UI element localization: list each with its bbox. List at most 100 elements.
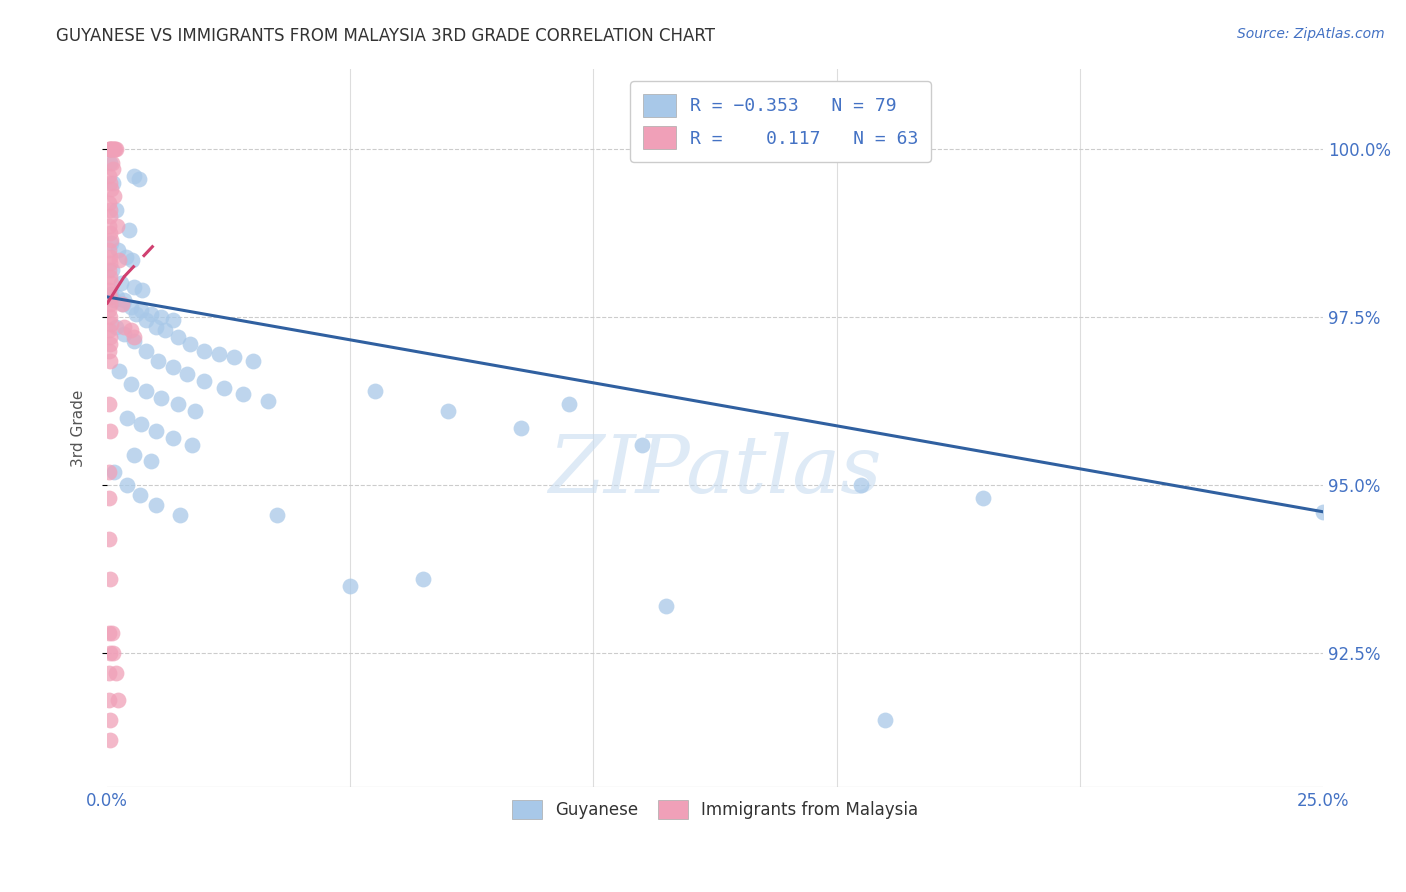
Point xyxy=(101,155,124,169)
Point xyxy=(100,317,122,331)
Point xyxy=(104,202,127,217)
Point xyxy=(98,142,121,156)
Point xyxy=(111,296,134,310)
Point xyxy=(122,448,145,462)
Point xyxy=(149,391,172,405)
Point xyxy=(104,320,127,334)
Point xyxy=(98,343,121,358)
Point xyxy=(558,397,581,411)
Point xyxy=(98,491,121,506)
Point xyxy=(101,176,124,190)
Point xyxy=(112,293,135,308)
Point xyxy=(139,307,162,321)
Point xyxy=(146,353,169,368)
Point xyxy=(107,243,129,257)
Point xyxy=(98,330,121,344)
Point xyxy=(875,713,897,727)
Point xyxy=(266,508,288,523)
Point xyxy=(122,169,145,183)
Point xyxy=(135,384,157,398)
Point xyxy=(120,377,142,392)
Point xyxy=(108,252,131,267)
Point xyxy=(105,290,128,304)
Point xyxy=(97,243,120,257)
Point xyxy=(256,394,278,409)
Point xyxy=(100,296,122,310)
Point xyxy=(122,330,145,344)
Point xyxy=(97,142,120,156)
Point xyxy=(98,142,121,156)
Point xyxy=(100,337,122,351)
Point xyxy=(101,625,124,640)
Point xyxy=(145,424,167,438)
Point xyxy=(98,269,121,284)
Point xyxy=(193,343,215,358)
Point xyxy=(98,219,121,234)
Point xyxy=(100,209,122,223)
Text: GUYANESE VS IMMIGRANTS FROM MALAYSIA 3RD GRADE CORRELATION CHART: GUYANESE VS IMMIGRANTS FROM MALAYSIA 3RD… xyxy=(56,27,716,45)
Point xyxy=(101,142,124,156)
Point xyxy=(112,320,135,334)
Point xyxy=(98,169,121,183)
Point xyxy=(179,337,201,351)
Point xyxy=(242,353,264,368)
Point xyxy=(98,226,121,240)
Point xyxy=(145,320,167,334)
Point xyxy=(112,326,135,341)
Point xyxy=(155,323,177,337)
Point xyxy=(98,424,121,438)
Point xyxy=(98,310,121,324)
Point xyxy=(131,283,153,297)
Point xyxy=(115,410,138,425)
Point xyxy=(129,303,152,318)
Point xyxy=(222,351,245,365)
Point xyxy=(107,693,129,707)
Point xyxy=(121,252,143,267)
Point xyxy=(108,364,131,378)
Point xyxy=(103,189,125,203)
Point xyxy=(120,300,142,314)
Point xyxy=(849,478,872,492)
Point xyxy=(412,572,434,586)
Point xyxy=(98,572,121,586)
Point xyxy=(162,431,184,445)
Point xyxy=(363,384,385,398)
Point xyxy=(162,360,184,375)
Point xyxy=(181,437,204,451)
Point xyxy=(135,343,157,358)
Point xyxy=(100,182,122,196)
Point xyxy=(183,404,205,418)
Text: Source: ZipAtlas.com: Source: ZipAtlas.com xyxy=(1237,27,1385,41)
Point xyxy=(101,263,124,277)
Point xyxy=(104,665,127,680)
Point xyxy=(103,293,125,308)
Point xyxy=(135,313,157,327)
Point xyxy=(103,465,125,479)
Point xyxy=(972,491,994,506)
Point xyxy=(98,353,121,368)
Point xyxy=(98,713,121,727)
Point xyxy=(97,532,120,546)
Point xyxy=(97,195,120,210)
Point xyxy=(1312,505,1334,519)
Point xyxy=(122,334,145,348)
Point xyxy=(120,323,142,337)
Y-axis label: 3rd Grade: 3rd Grade xyxy=(72,389,86,467)
Point xyxy=(104,142,127,156)
Point xyxy=(105,219,128,234)
Point xyxy=(631,437,654,451)
Point xyxy=(100,733,122,747)
Point xyxy=(97,625,120,640)
Point xyxy=(232,387,254,401)
Point xyxy=(100,233,122,247)
Point xyxy=(104,142,127,156)
Point xyxy=(655,599,678,613)
Point xyxy=(100,142,122,156)
Point xyxy=(101,162,124,177)
Point xyxy=(208,347,231,361)
Point xyxy=(436,404,458,418)
Point xyxy=(110,277,132,291)
Point xyxy=(176,367,198,381)
Point xyxy=(100,176,122,190)
Point xyxy=(139,454,162,468)
